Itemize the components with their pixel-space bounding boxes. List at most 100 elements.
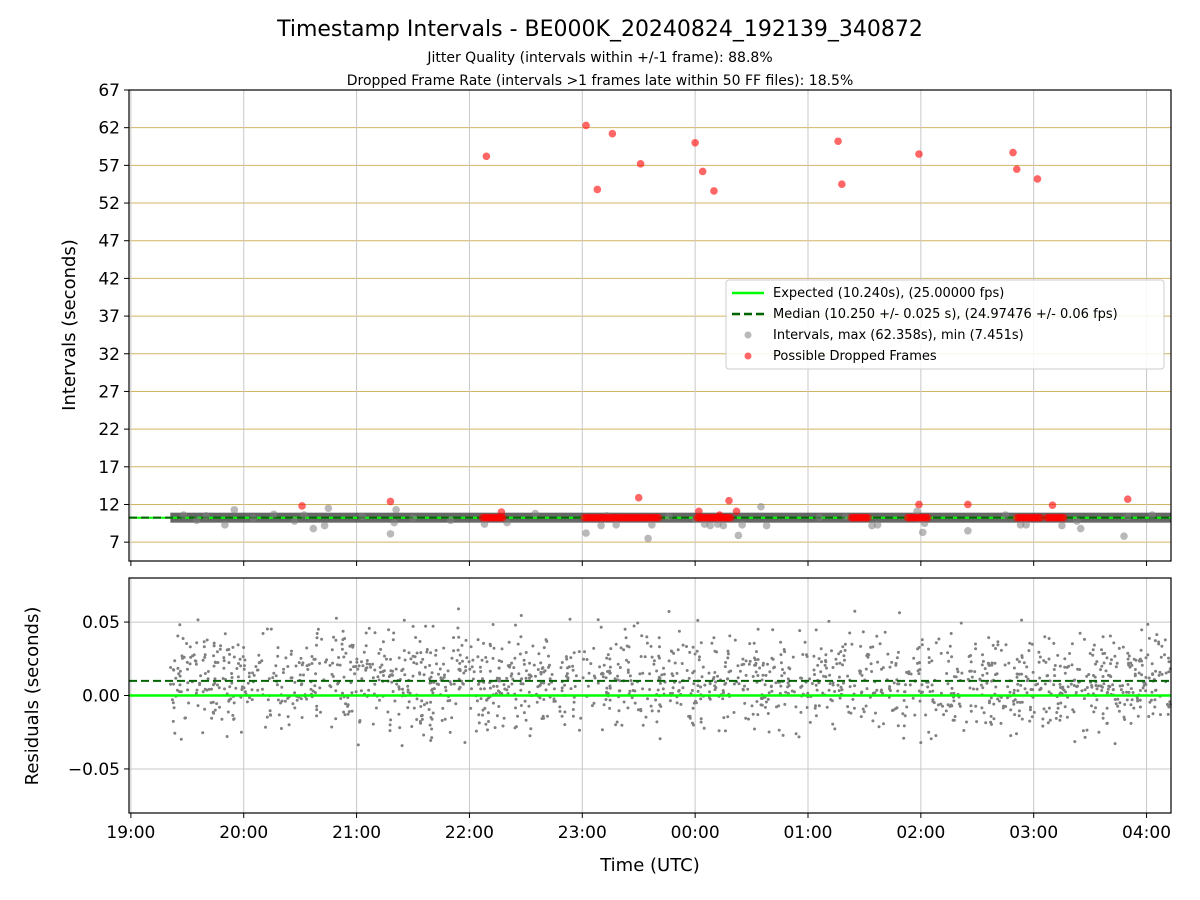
residual-point: [949, 632, 953, 635]
residual-point: [839, 650, 843, 654]
residual-point: [265, 627, 269, 631]
residual-point: [176, 634, 180, 638]
residual-point: [1109, 675, 1113, 679]
residual-point: [927, 661, 931, 664]
residual-point: [1157, 642, 1161, 646]
residual-point: [293, 706, 297, 710]
interval-point: [290, 517, 299, 525]
residual-point: [1109, 658, 1113, 662]
interval-point: [612, 521, 620, 529]
interval-point: [757, 502, 765, 511]
residual-point: [434, 648, 438, 652]
residual-point: [349, 660, 353, 664]
residual-point: [571, 668, 575, 672]
residual-point: [349, 681, 353, 685]
residual-point: [1078, 668, 1082, 671]
residual-point: [267, 677, 271, 681]
residual-point: [936, 703, 940, 707]
residual-point: [725, 677, 729, 681]
residual-point: [212, 641, 216, 645]
residual-point: [583, 650, 586, 654]
residual-point: [492, 684, 496, 688]
residual-point: [743, 701, 747, 705]
residual-point: [568, 617, 572, 621]
residual-point: [271, 676, 275, 680]
residual-point: [491, 656, 495, 660]
residual-point: [255, 668, 259, 672]
residual-point: [1039, 687, 1043, 691]
residual-point: [458, 668, 462, 672]
residual-point: [1131, 691, 1135, 694]
residual-point: [821, 691, 825, 695]
residual-point: [825, 666, 828, 670]
residual-point: [228, 652, 232, 656]
interval-point: [392, 505, 400, 514]
residual-point: [471, 677, 475, 681]
residual-point: [510, 661, 514, 665]
residual-point: [486, 711, 490, 715]
residual-point: [477, 682, 480, 686]
residual-point: [309, 687, 313, 691]
residual-point: [892, 681, 896, 685]
residual-point: [813, 673, 816, 676]
residual-point: [774, 681, 778, 685]
x-tick-label: 03:00: [1009, 823, 1058, 843]
residual-point: [479, 687, 483, 691]
residual-point: [660, 673, 664, 677]
residual-point: [888, 685, 892, 689]
residual-point: [495, 714, 499, 718]
residual-point: [457, 635, 461, 639]
residual-point: [364, 644, 368, 648]
residual-point: [1085, 686, 1089, 689]
residual-point: [596, 618, 600, 622]
residual-point: [261, 632, 265, 635]
residual-point: [336, 663, 339, 667]
residual-point: [1047, 657, 1051, 661]
residual-point: [347, 710, 351, 714]
residual-point: [1072, 710, 1076, 714]
bottom-y-tick-label: 0.05: [82, 613, 120, 633]
residual-point: [974, 647, 978, 651]
residual-point: [256, 688, 260, 692]
residual-point: [939, 651, 943, 655]
residual-point: [378, 698, 381, 702]
residual-point: [1113, 698, 1117, 701]
residual-point: [984, 721, 988, 725]
residual-point: [1070, 663, 1074, 667]
residual-point: [468, 667, 472, 671]
residual-point: [443, 673, 446, 677]
residual-point: [236, 675, 240, 679]
residual-point: [744, 673, 748, 677]
residual-point: [1092, 674, 1095, 677]
residual-point: [225, 648, 229, 652]
residual-point: [1029, 705, 1032, 709]
residual-point: [1106, 687, 1110, 691]
residual-point: [1025, 665, 1029, 669]
residual-point: [419, 705, 423, 708]
residual-point: [400, 744, 404, 748]
residual-point: [199, 674, 203, 678]
residual-point: [332, 635, 336, 639]
residual-point: [171, 701, 175, 705]
residual-point: [800, 676, 804, 680]
residual-point: [897, 682, 901, 686]
residual-point: [239, 664, 243, 668]
residual-point: [552, 687, 556, 691]
residual-point: [457, 607, 460, 611]
residual-point: [316, 627, 320, 631]
residual-point: [458, 661, 462, 665]
residual-point: [688, 650, 692, 654]
residual-point: [753, 658, 757, 662]
residual-point: [348, 644, 352, 648]
residual-point: [908, 683, 912, 687]
residual-point: [738, 669, 742, 673]
residual-point: [409, 657, 413, 661]
residual-point: [202, 640, 206, 644]
residual-point: [1042, 707, 1046, 711]
residual-point: [305, 697, 309, 701]
residual-point: [552, 699, 556, 703]
residual-point: [726, 656, 730, 660]
residual-point: [371, 722, 375, 726]
residual-point: [283, 699, 287, 703]
residual-point: [728, 634, 732, 638]
